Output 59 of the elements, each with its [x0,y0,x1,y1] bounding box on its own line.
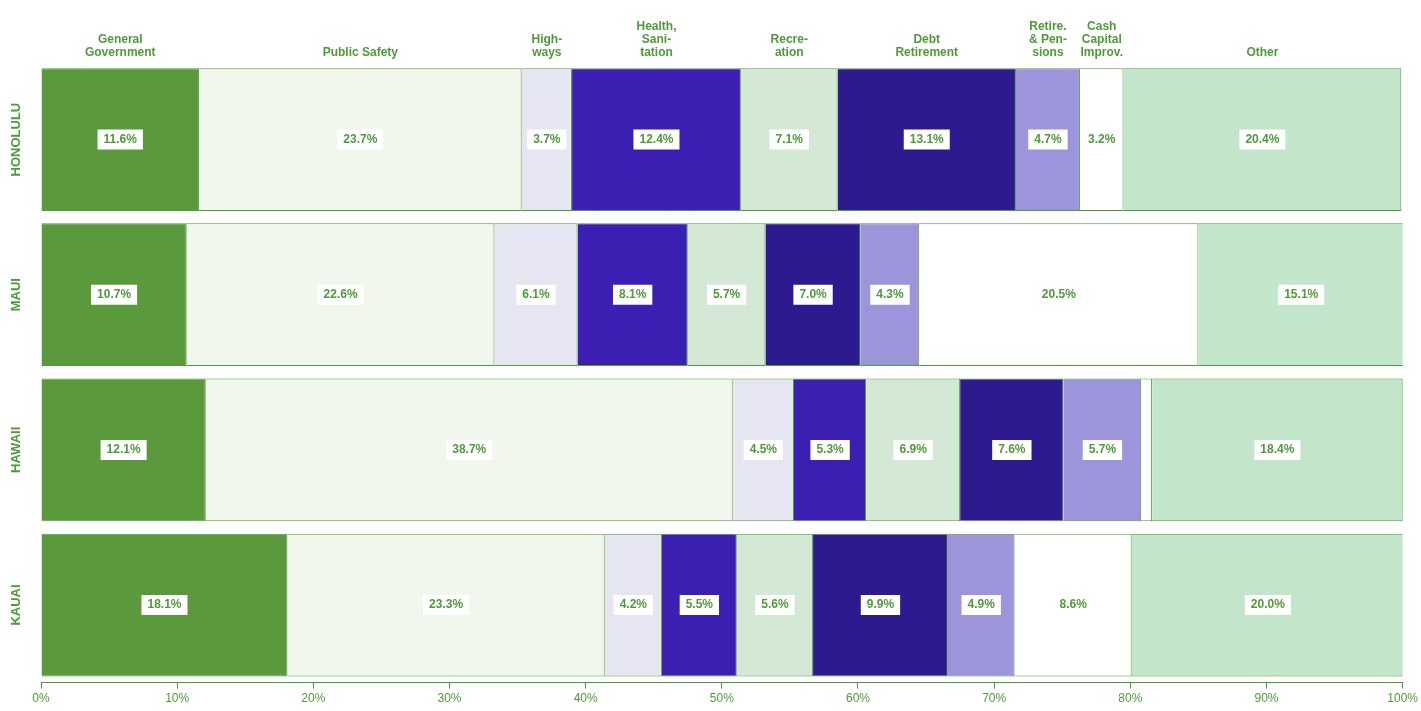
x-tick-label: 80% [1118,691,1143,706]
series-label: Retire. & Pen- sions [1028,19,1067,59]
data-label: 18.4% [1260,442,1295,457]
series-label: Health, Sani- tation [636,19,677,59]
y-tick-label: KAUAI [7,584,23,626]
x-tick-label: 40% [573,691,598,706]
series-label: Debt Retirement [895,32,959,59]
x-tick-label: 30% [437,691,462,706]
series-label: General Government [84,32,156,59]
data-label: 8.1% [618,287,647,302]
data-label: 12.1% [106,442,141,457]
data-label: 9.9% [866,597,895,612]
x-tick-label: 20% [301,691,326,706]
data-label: 23.7% [343,131,378,146]
data-label: 23.3% [429,597,464,612]
data-label: 20.4% [1245,131,1280,146]
data-label: 6.1% [522,287,550,302]
x-tick-label: 50% [709,691,735,706]
data-label: 20.5% [1041,287,1077,302]
data-label: 10.7% [97,287,132,302]
data-label: 5.3% [816,442,845,457]
x-tick-label: 0% [32,691,50,706]
data-label: 12.4% [639,131,674,146]
data-label: 7.6% [998,442,1026,457]
data-label: 20.0% [1250,597,1286,612]
y-tick-label: HONOLULU [7,102,23,177]
data-label: 5.7% [1088,442,1117,457]
data-label: 4.5% [749,442,778,457]
data-label: 6.9% [899,442,928,457]
x-tick-label: 60% [845,691,871,706]
data-label: 8.6% [1059,597,1088,612]
data-label: 11.6% [103,131,138,146]
data-label: 15.1% [1284,287,1319,302]
x-tick-label: 90% [1254,691,1279,706]
data-label: 5.7% [712,287,741,302]
data-label: 5.6% [761,597,789,612]
data-label: 3.2% [1088,131,1116,146]
series-label: Recre- ation [770,32,808,59]
series-label: Public Safety [322,45,399,59]
y-tick-label: MAUI [7,278,23,312]
y-tick-label: HAWAII [7,426,23,473]
data-label: 4.2% [619,597,648,612]
data-label: 4.7% [1034,131,1062,146]
x-tick-label: 10% [165,691,190,706]
data-label: 38.7% [452,442,487,457]
x-tick-label: 100% [1387,691,1419,706]
data-label: 7.1% [775,131,804,146]
series-label: High- ways [531,32,563,59]
data-label: 18.1% [147,597,182,612]
series-label: Cash Capital Improv. [1080,19,1123,59]
x-tick-label: 70% [982,691,1007,706]
data-label: 4.3% [876,287,904,302]
data-label: 13.1% [909,131,945,146]
data-label: 4.9% [967,597,996,612]
data-label: 3.7% [533,131,561,146]
series-label: Other [1246,45,1279,59]
data-label: 22.6% [323,287,358,302]
data-label: 5.5% [685,597,714,612]
data-label: 7.0% [799,287,828,302]
